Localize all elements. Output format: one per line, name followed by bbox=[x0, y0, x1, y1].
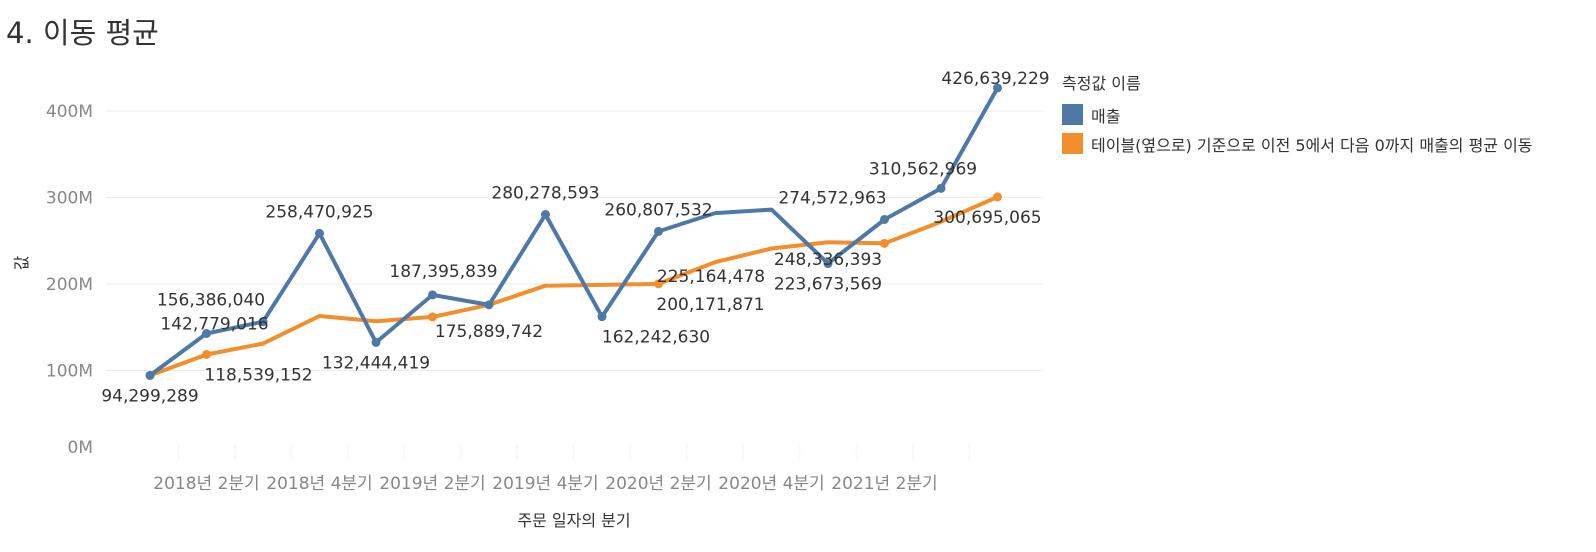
data-label-0-14: 310,562,969 bbox=[869, 159, 977, 179]
y-tick-label-0M: 0M bbox=[68, 438, 93, 458]
data-label-0-13: 274,572,963 bbox=[778, 188, 886, 208]
data-label-1-12: 248,336,393 bbox=[774, 250, 882, 270]
data-labels: 94,299,289 142,779,016 156,386,040 258,470,… bbox=[101, 69, 1049, 406]
data-label-0-0: 94,299,289 bbox=[101, 386, 198, 406]
legend-label-moving-average: 테이블(옆으로) 기준으로 이전 5에서 다음 0까지 매출의 평균 이동 bbox=[1091, 135, 1533, 155]
data-point-1-13 bbox=[880, 238, 889, 248]
data-label-0-2: 156,386,040 bbox=[157, 291, 265, 311]
data-point-1-9 bbox=[654, 279, 663, 289]
data-point-0-2 bbox=[258, 317, 268, 327]
data-label-0-5: 187,395,839 bbox=[389, 262, 497, 282]
data-point-0-14 bbox=[936, 183, 946, 193]
y-axis-title: 값 bbox=[12, 255, 31, 270]
data-label-0-6: 175,889,742 bbox=[435, 322, 543, 342]
data-point-0-12 bbox=[823, 259, 833, 269]
legend-label-sales: 매출 bbox=[1091, 106, 1121, 126]
y-tick-label-200M: 200M bbox=[46, 275, 93, 295]
y-tick-label-400M: 400M bbox=[46, 102, 93, 122]
data-label-0-15: 426,639,229 bbox=[941, 69, 1049, 89]
data-label-1-15: 300,695,065 bbox=[933, 208, 1041, 228]
data-label-0-3: 258,470,925 bbox=[265, 202, 373, 222]
data-point-0-1 bbox=[202, 328, 211, 338]
data-label-1-10: 225,164,478 bbox=[657, 267, 765, 287]
x-axis-ticks: 2018년 2분기 2018년 4분기 2019년 2분기 2019년 4분기 2020… bbox=[153, 474, 937, 494]
data-point-1-15 bbox=[993, 192, 1002, 202]
data-point-0-4 bbox=[371, 337, 381, 347]
x-tick-label: 2020년 4분기 bbox=[718, 474, 824, 494]
data-point-1-1 bbox=[202, 349, 211, 359]
data-point-0-0 bbox=[145, 370, 155, 380]
data-label-0-4: 132,444,419 bbox=[322, 353, 430, 373]
data-label-0-12: 223,673,569 bbox=[774, 275, 882, 295]
data-point-0-3 bbox=[315, 228, 324, 238]
data-label-0-7: 280,278,593 bbox=[491, 184, 599, 204]
data-point-1-5 bbox=[428, 312, 437, 322]
data-label-1-1: 118,539,152 bbox=[204, 365, 312, 385]
series-line-0 bbox=[148, 86, 1000, 378]
x-tick-label: 2018년 4분기 bbox=[266, 474, 372, 494]
legend-title: 측정값 이름 bbox=[1062, 74, 1141, 93]
x-tick-label: 2018년 2분기 bbox=[153, 474, 259, 494]
data-point-0-6 bbox=[484, 300, 494, 310]
data-label-0-8: 162,242,630 bbox=[602, 328, 710, 348]
series-markers bbox=[145, 83, 1002, 380]
x-tick-label: 2020년 2분기 bbox=[605, 474, 711, 494]
data-label-1-9: 200,171,871 bbox=[656, 295, 764, 315]
legend: 측정값 이름 매출 테이블(옆으로) 기준으로 이전 5에서 다음 0까지 매출… bbox=[1062, 74, 1533, 158]
legend-swatch-moving-average bbox=[1062, 133, 1083, 154]
legend-swatch-sales bbox=[1062, 104, 1083, 125]
data-point-0-7 bbox=[541, 210, 550, 220]
x-axis-title: 주문 일자의 분기 bbox=[517, 511, 630, 530]
y-tick-label-100M: 100M bbox=[46, 362, 93, 382]
chart-title: 4. 이동 평균 bbox=[6, 16, 159, 50]
x-tick-label: 2021년 2분기 bbox=[831, 474, 937, 494]
legend-item-moving-average[interactable]: 테이블(옆으로) 기준으로 이전 5에서 다음 0까지 매출의 평균 이동 bbox=[1062, 129, 1533, 158]
data-point-0-5 bbox=[428, 290, 437, 300]
data-point-0-15 bbox=[993, 83, 1002, 93]
data-label-0-1: 142,779,016 bbox=[160, 314, 268, 334]
data-label-0-9: 260,807,532 bbox=[604, 200, 712, 220]
x-tick-label: 2019년 4분기 bbox=[492, 474, 598, 494]
x-tick-label: 2019년 2분기 bbox=[379, 474, 485, 494]
series-lines bbox=[148, 86, 1000, 378]
y-tick-label-300M: 300M bbox=[46, 189, 93, 209]
legend-item-sales[interactable]: 매출 bbox=[1062, 100, 1533, 129]
data-point-0-13 bbox=[880, 214, 889, 224]
data-point-0-9 bbox=[654, 226, 663, 236]
data-point-0-8 bbox=[597, 312, 607, 322]
y-axis-ticks: 0M 100M 200M 300M 400M bbox=[46, 102, 93, 458]
